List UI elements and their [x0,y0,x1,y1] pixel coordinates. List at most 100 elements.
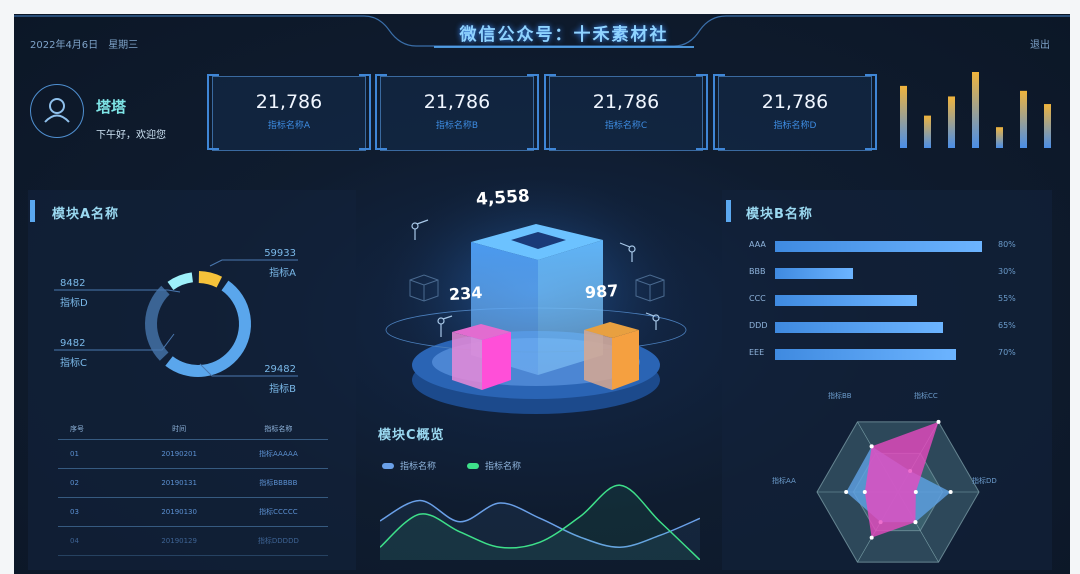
bar-label: CCC [749,294,766,303]
cell: 20190129 [161,537,197,545]
donut-value: 29482 [264,364,296,375]
pin-icons [411,219,660,337]
donut-label: 指标D [60,296,88,309]
radar-point [862,490,867,494]
bar-fill [775,241,982,252]
mini-bar [1044,104,1051,148]
series-line [380,484,700,560]
kpi-value: 21,786 [423,91,491,113]
radar-point [913,490,918,494]
date-text: 2022年4月6日 [30,40,99,51]
cell: 04 [70,537,79,545]
header-frame [14,15,1070,48]
kpi-card-b[interactable]: 21,786 指标名称B [375,74,539,151]
isometric-graphic [366,180,704,420]
cell: 01 [70,450,79,458]
cell: 指标DDDDD [257,537,299,545]
series-line [380,499,700,549]
cell: 03 [70,508,79,516]
dashboard: 2022年4月6日 星期三 微信公众号：十禾素材社 退出 塔塔 下午好，欢迎您 2… [14,14,1070,574]
leader-line [199,363,298,377]
donut-segment [165,280,251,377]
col-header: 时间 [172,424,187,433]
bar-fill [775,295,918,306]
date-display: 2022年4月6日 星期三 [30,36,148,51]
donut-label: 指标C [60,356,87,369]
legend-label: 指标名称 [485,462,522,472]
radar-axis-label: 指标BB [828,392,852,400]
bar-percent: 30% [998,267,1016,276]
radar-axis-label: 指标CC [914,392,938,400]
mini-bar-chart [900,72,1051,148]
donut-segment [145,285,170,361]
leader-line [54,333,175,351]
radar-axis-label: 指标AA [772,477,796,485]
kpi-card-a[interactable]: 21,786 指标名称A [207,74,371,151]
kpi-card-c[interactable]: 21,786 指标名称C [544,74,708,151]
legend-swatch [467,462,479,469]
table-row[interactable]: 03 20190130 指标CCCCC [58,498,328,527]
col-header: 序号 [70,424,84,433]
weekday-text: 星期三 [108,40,139,51]
legend-swatch [382,462,394,469]
radar-point [936,419,941,424]
bar-label: EEE [749,348,765,357]
bar-percent: 65% [998,321,1016,330]
mini-bar [996,127,1003,148]
radar-point [844,490,849,494]
module-b-title: 模块B名称 [746,207,813,222]
right-value: 987 [584,280,620,303]
left-value: 234 [448,282,484,305]
radar-chart [816,419,980,563]
bar-percent: 70% [998,348,1016,357]
kpi-value: 21,786 [592,91,660,113]
donut-chart: 59933 指标A 29482 指标B 9482 指标C 8482 指标D [54,248,298,395]
title-marker [30,200,35,222]
donut-value: 8482 [60,278,85,289]
kpi-label: 指标名称B [435,121,479,131]
kpi-label: 指标名称D [773,121,817,131]
mini-bar [1020,90,1027,148]
cell: 20190131 [161,479,197,487]
cell: 指标CCCCC [259,508,298,516]
cell: 指标AAAAA [259,450,298,458]
kpi-label: 指标名称C [604,121,648,131]
table-row[interactable]: 01 20190201 指标AAAAA [58,440,328,469]
cell: 02 [70,479,79,487]
logout-button[interactable]: 退出 [1030,40,1050,51]
cell: 指标BBBBB [259,479,298,487]
bar-fill [775,322,944,333]
cube-outline-icons [409,274,665,302]
module-a-title: 模块A名称 [52,207,120,222]
legend-item: 指标名称 [467,459,521,472]
mini-bar [972,72,979,148]
donut-value: 9482 [60,338,85,349]
page-title: 微信公众号：十禾素材社 [459,25,669,45]
table-row[interactable]: 02 20190131 指标BBBBB [58,469,328,498]
user-name: 塔塔 [96,98,127,116]
table-header: 序号 时间 指标名称 [58,418,328,440]
legend-label: 指标名称 [400,462,437,472]
bar-percent: 80% [998,240,1016,249]
kpi-value: 21,786 [255,91,323,113]
series-area [380,485,700,560]
mini-bar [900,85,907,148]
bar-label: BBB [749,267,766,276]
user-icon[interactable] [30,84,84,138]
leader-line [209,259,298,267]
radar-point [948,490,953,494]
module-c-title: 模块C概览 [378,428,445,443]
leader-line [54,289,181,293]
kpi-value: 21,786 [761,91,829,113]
main-value: 4,558 [475,186,531,210]
mini-bar [948,96,955,148]
legend-item: 指标名称 [382,459,436,472]
donut-segment [167,272,194,291]
cell: 20190201 [161,450,197,458]
line-chart [380,484,700,560]
bar-fill [775,268,853,279]
bar-label: DDD [749,321,768,330]
kpi-card-d[interactable]: 21,786 指标名称D [713,74,877,151]
bar-fill [775,349,957,360]
radar-point [913,520,918,525]
